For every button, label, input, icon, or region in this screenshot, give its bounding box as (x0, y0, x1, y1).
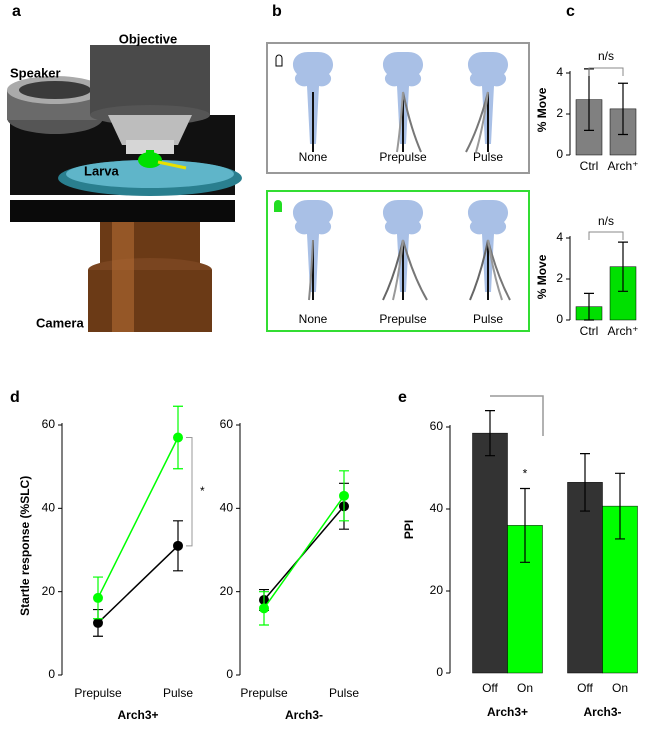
x-tick-label: Prepulse (240, 686, 288, 700)
x-axis-label: Arch3+ (117, 708, 158, 722)
error-bar (520, 487, 530, 563)
annotation: * (200, 484, 205, 498)
line (263, 495, 345, 609)
line (97, 437, 179, 599)
y-axis-label: Startle response (%SLC) (18, 476, 32, 616)
y-tick-label: 0 (556, 312, 563, 326)
label: None (299, 312, 328, 326)
microscope-illustration (0, 0, 242, 340)
panel-label: a (12, 3, 21, 20)
y-tick-label: 60 (220, 417, 234, 431)
larva-tail (487, 239, 503, 301)
line (97, 545, 179, 624)
annotation: * (523, 467, 528, 481)
x-tick-label: Prepulse (74, 686, 122, 700)
y-tick-label: 4 (556, 65, 563, 79)
x-tick-label: On (517, 681, 533, 695)
larva-tail (402, 91, 422, 153)
point (173, 432, 183, 443)
bar (472, 432, 508, 674)
error-bar (584, 292, 594, 321)
larva-tail (308, 239, 314, 301)
y-tick-label: 20 (220, 584, 234, 598)
x-tick-label: Ctrl (580, 324, 599, 338)
panel-label: e (398, 389, 407, 406)
error-bar (618, 82, 628, 136)
x-tick-label: Arch⁺ (607, 324, 638, 338)
group-label: Arch3- (583, 705, 621, 719)
y-tick-label: 0 (48, 667, 55, 681)
label: Objective (119, 31, 178, 46)
y-axis-label: % Move (535, 254, 549, 299)
label: None (299, 150, 328, 164)
y-tick-label: 2 (556, 271, 563, 285)
condition-box (266, 42, 530, 174)
y-tick-label: 60 (42, 417, 56, 431)
y-axis-label: % Move (535, 87, 549, 132)
error-bar (580, 453, 590, 512)
y-tick-label: 40 (430, 501, 444, 515)
point (93, 617, 103, 628)
panel-label: d (10, 389, 20, 406)
x-tick-label: Pulse (163, 686, 193, 700)
y-tick-label: 0 (556, 147, 563, 161)
condition-box (266, 190, 530, 332)
larva-tail (475, 91, 489, 153)
x-axis-label: Arch3- (285, 708, 323, 722)
larva-tail (392, 239, 404, 301)
group-label: Arch3+ (487, 705, 528, 719)
bracket (588, 231, 624, 240)
y-axis-label: PPI (402, 520, 416, 539)
x-tick-label: Off (482, 681, 498, 695)
label: Prepulse (379, 312, 427, 326)
larva-tail (396, 91, 404, 153)
label: Pulse (473, 312, 503, 326)
y-tick-label: 60 (430, 419, 444, 433)
point (93, 592, 103, 603)
annotation: n/s (598, 214, 614, 228)
bracket (186, 437, 193, 547)
label: Speaker (10, 65, 61, 80)
error-bar (485, 410, 495, 457)
y-tick-label: 40 (42, 501, 56, 515)
y-tick-label: 0 (226, 667, 233, 681)
label: Camera (36, 315, 84, 330)
y-tick-label: 20 (42, 584, 56, 598)
x-tick-label: Off (577, 681, 593, 695)
x-tick-label: Ctrl (580, 159, 599, 173)
error-bar (615, 472, 625, 540)
x-tick-label: On (612, 681, 628, 695)
y-tick-label: 4 (556, 230, 563, 244)
point (173, 540, 183, 551)
x-tick-label: Arch⁺ (607, 159, 638, 173)
x-tick-label: Pulse (329, 686, 359, 700)
bracket (490, 395, 544, 436)
y-tick-label: 20 (430, 583, 444, 597)
sound-icon (275, 54, 283, 67)
bracket (588, 67, 624, 76)
y-tick-label: 0 (436, 665, 443, 679)
label: Prepulse (379, 150, 427, 164)
larva-tail (469, 239, 489, 301)
y-tick-label: 40 (220, 501, 234, 515)
point (259, 603, 269, 614)
y-tick-label: 2 (556, 106, 563, 120)
label: Pulse (473, 150, 503, 164)
larva-tail (402, 239, 428, 301)
label: Larva (84, 163, 119, 178)
point (339, 490, 349, 501)
annotation: n/s (598, 49, 614, 63)
light-icon (274, 200, 282, 212)
error-bar (618, 241, 628, 292)
panel-label: b (272, 3, 282, 20)
panel-label: c (566, 3, 575, 20)
